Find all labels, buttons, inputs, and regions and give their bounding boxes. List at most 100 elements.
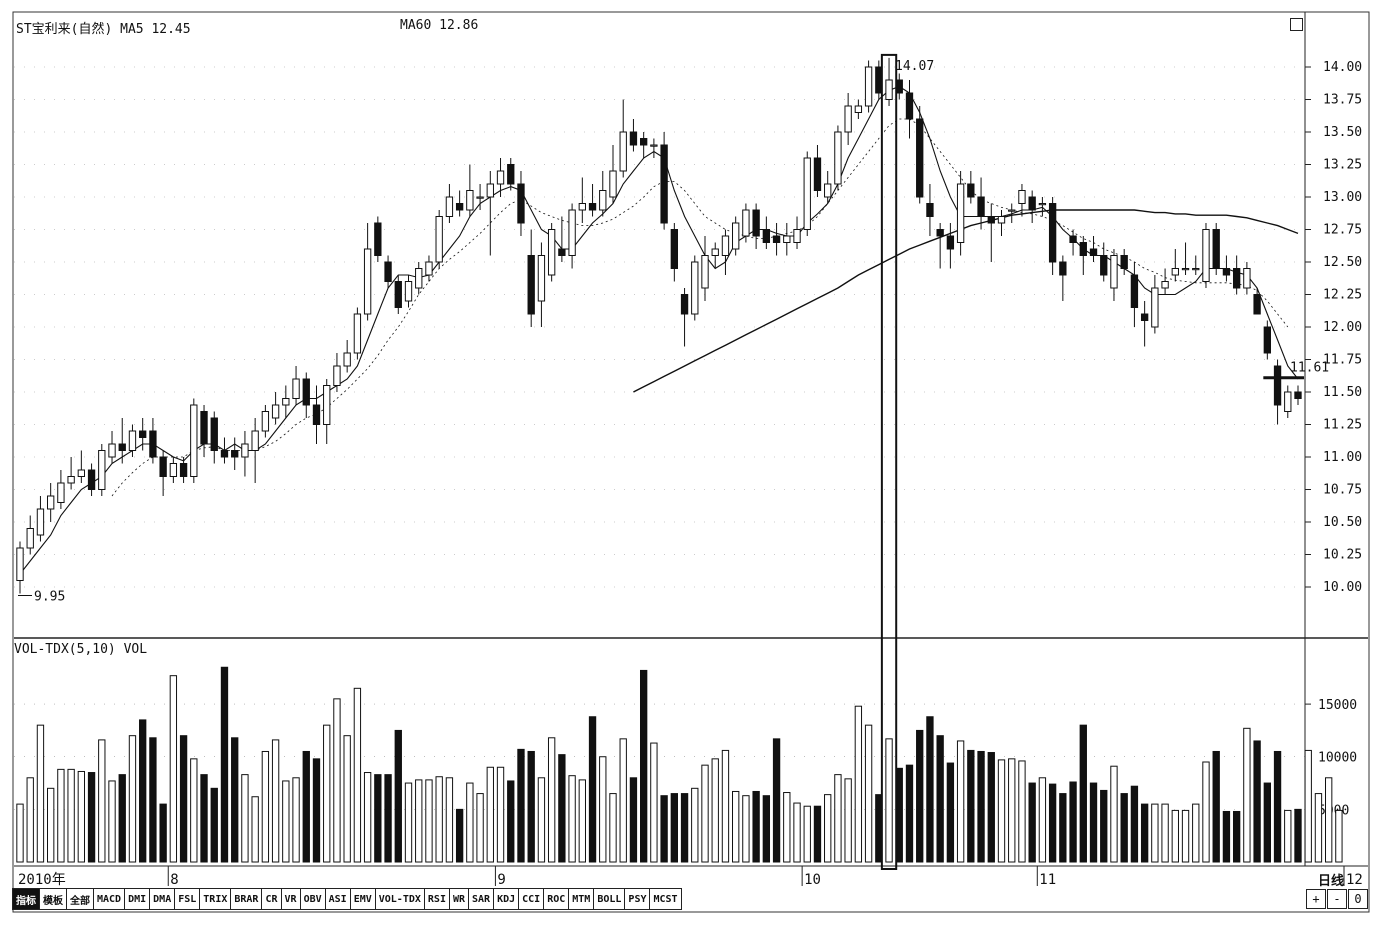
candle-body xyxy=(108,443,116,458)
candle-body xyxy=(813,157,822,191)
ma60-header: MA60 12.86 xyxy=(400,18,478,33)
candle-body xyxy=(1253,294,1261,315)
price-tick-label: 13.50 xyxy=(1323,125,1362,140)
volume-bar xyxy=(57,768,65,863)
indicator-tab-trix[interactable]: TRIX xyxy=(200,888,232,910)
volume-bar xyxy=(1212,750,1220,863)
candle-body xyxy=(670,229,679,269)
indicator-tab-brar[interactable]: BRAR xyxy=(231,888,263,910)
volume-bar xyxy=(1181,809,1190,863)
volume-bar xyxy=(179,735,188,863)
volume-bar xyxy=(384,774,392,863)
volume-bar xyxy=(1243,727,1251,863)
volume-bar xyxy=(271,739,280,863)
candle-body xyxy=(844,105,852,133)
candle-body xyxy=(1079,242,1087,256)
candle-body xyxy=(1202,229,1210,282)
month-label: 12 xyxy=(1346,872,1363,888)
candle-body xyxy=(26,528,34,549)
indicator-tab-cr[interactable]: CR xyxy=(262,888,282,910)
candle-body xyxy=(282,398,290,406)
candle-body xyxy=(946,235,955,250)
volume-bar xyxy=(1048,783,1057,863)
period-label[interactable]: 日线 xyxy=(1318,874,1345,889)
volume-bar xyxy=(47,787,55,863)
indicator-tab-mcst[interactable]: MCST xyxy=(650,888,682,910)
volume-bar xyxy=(1232,810,1241,863)
indicator-tab--[interactable]: 全部 xyxy=(67,888,94,910)
candle-body xyxy=(1069,235,1077,243)
indicator-tab-fsl[interactable]: FSL xyxy=(175,888,201,910)
candle-body xyxy=(885,79,893,100)
candle-body xyxy=(1059,261,1067,276)
volume-bar xyxy=(599,756,607,863)
candle-body xyxy=(783,235,791,243)
volume-indicator-label: VOL-TDX(5,10) xyxy=(14,642,116,657)
indicator-tab-vol-tdx[interactable]: VOL-TDX xyxy=(375,888,425,910)
indicator-tab-kdj[interactable]: KDJ xyxy=(494,888,520,910)
candle-body xyxy=(1243,268,1251,289)
reset-button[interactable]: 0 xyxy=(1348,889,1368,909)
candle-body xyxy=(118,443,126,451)
indicator-tab-mtm[interactable]: MTM xyxy=(569,888,595,910)
volume-bar xyxy=(118,774,126,863)
volume-bar xyxy=(241,774,249,863)
indicator-tab-rsi[interactable]: RSI xyxy=(424,888,450,910)
month-label: 11 xyxy=(1039,872,1056,888)
candle-body xyxy=(455,203,464,211)
volume-bar xyxy=(1069,781,1077,863)
volume-bar xyxy=(466,782,474,863)
volume-bar xyxy=(302,750,310,863)
indicator-tab-vr[interactable]: VR xyxy=(281,888,301,910)
candle-body xyxy=(1018,190,1026,204)
indicator-tab-macd[interactable]: MACD xyxy=(94,888,126,910)
candle-body xyxy=(1028,196,1036,211)
indicator-tab-psy[interactable]: PSY xyxy=(625,888,651,910)
candle-body xyxy=(425,261,433,276)
indicator-tab-obv[interactable]: OBV xyxy=(300,888,326,910)
candle-body xyxy=(1171,268,1179,276)
candle-body xyxy=(404,281,413,302)
month-label: 9 xyxy=(497,872,505,888)
candle-body xyxy=(149,430,157,458)
indicator-tab-dma[interactable]: DMA xyxy=(150,888,176,910)
volume-bar xyxy=(578,779,586,863)
indicator-tab-wr[interactable]: WR xyxy=(449,888,470,910)
candle-body xyxy=(139,430,147,438)
window-toggle-icon[interactable] xyxy=(1290,18,1303,31)
volume-bar xyxy=(629,777,638,863)
volume-bar xyxy=(885,738,893,863)
candle-body xyxy=(1263,326,1271,354)
volume-bar xyxy=(762,795,771,863)
candle-body xyxy=(476,196,484,199)
candle-body xyxy=(261,411,270,432)
candle-body xyxy=(220,450,229,458)
indicator-tab-cci[interactable]: CCI xyxy=(519,888,545,910)
indicator-tab-dmi[interactable]: DMI xyxy=(125,888,151,910)
candle-body xyxy=(312,404,321,425)
candle-body xyxy=(98,450,106,490)
indicator-tab-sar[interactable]: SAR xyxy=(469,888,495,910)
volume-bar xyxy=(1100,789,1108,863)
candle-body xyxy=(1181,268,1190,271)
volume-bar xyxy=(333,698,341,863)
indicator-tab--[interactable]: 指标 xyxy=(12,888,40,910)
indicator-tab-boll[interactable]: BOLL xyxy=(594,888,626,910)
volume-bar xyxy=(435,776,443,863)
price-tick-label: 10.25 xyxy=(1323,548,1362,563)
indicator-tab-emv[interactable]: EMV xyxy=(350,888,376,910)
zoom-out-button[interactable]: - xyxy=(1327,889,1347,909)
ma60-value: 12.86 xyxy=(439,18,479,33)
volume-bar xyxy=(476,793,484,863)
price-tick-label: 13.25 xyxy=(1323,158,1362,173)
candle-body xyxy=(179,463,188,477)
indicator-tab--[interactable]: 模板 xyxy=(40,888,67,910)
volume-bar xyxy=(905,764,914,863)
volume-bar xyxy=(732,790,740,863)
volume-bar xyxy=(455,808,464,863)
indicator-tab-roc[interactable]: ROC xyxy=(544,888,570,910)
volume-bar xyxy=(312,758,321,863)
indicator-tab-asi[interactable]: ASI xyxy=(325,888,351,910)
zoom-in-button[interactable]: + xyxy=(1306,889,1326,909)
